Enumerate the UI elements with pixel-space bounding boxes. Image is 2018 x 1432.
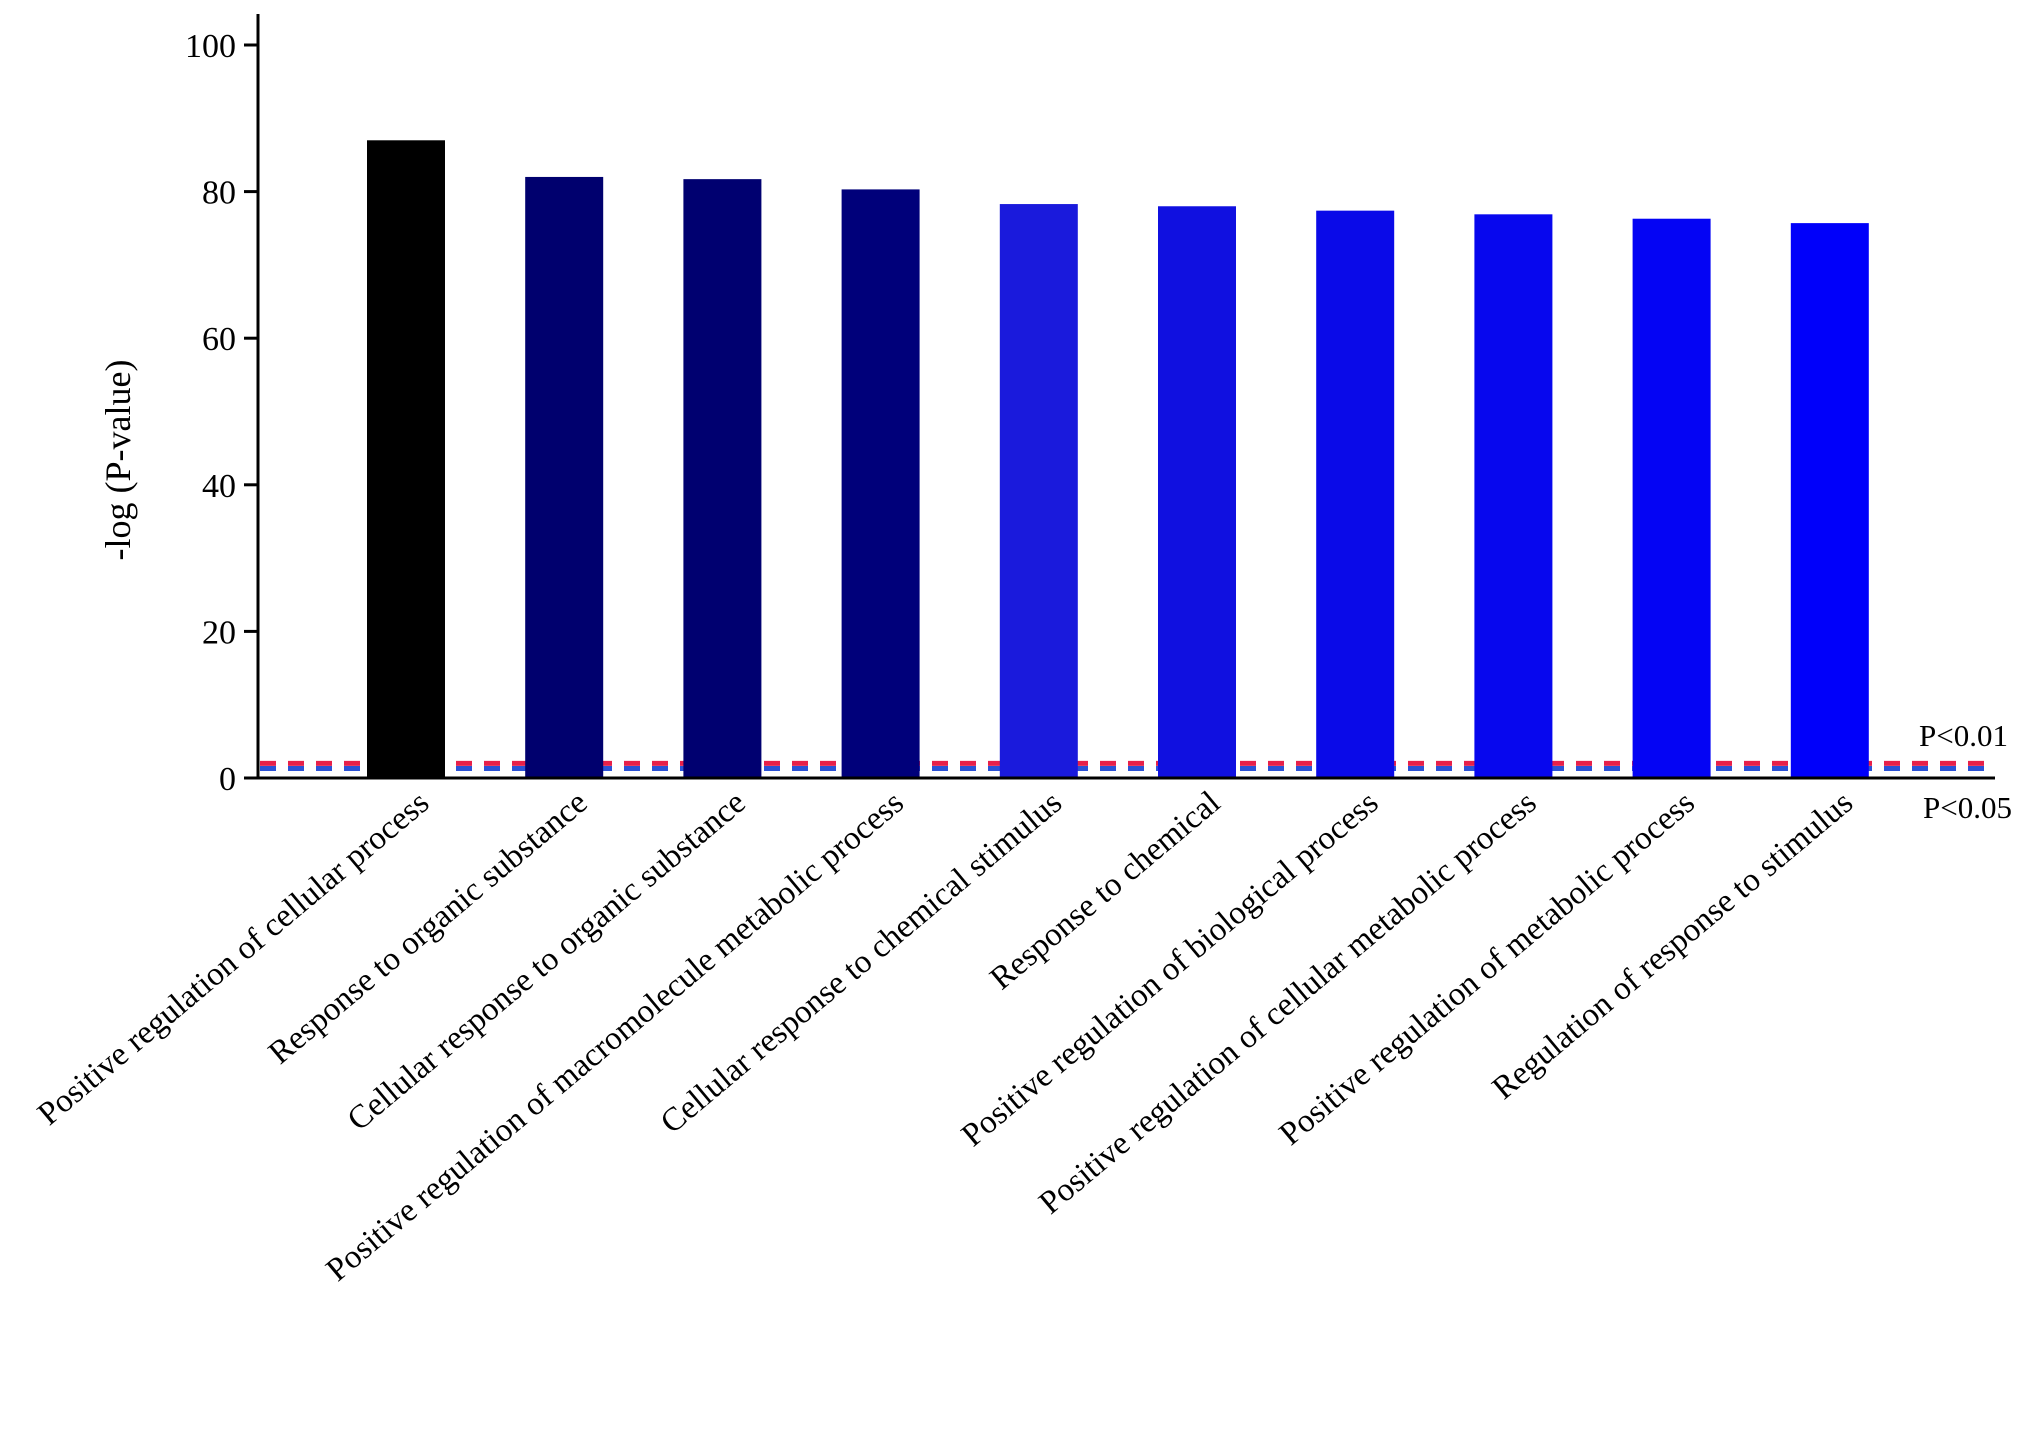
bar [1474, 214, 1553, 778]
threshold-labels: P<0.01 P<0.05 [1919, 718, 2012, 825]
x-tick-labels: Positive regulation of cellular processR… [31, 785, 1860, 1289]
x-tick-label: Positive regulation of macromolecule met… [320, 785, 911, 1289]
y-tick-label: 40 [202, 468, 236, 505]
x-tick-label: Response to organic substance [262, 785, 594, 1072]
bar [1158, 206, 1236, 778]
bar [1790, 223, 1869, 778]
bar [525, 176, 604, 778]
bar [999, 204, 1078, 778]
threshold-label: P<0.01 [1919, 718, 2008, 753]
y-tick-label: 0 [219, 761, 236, 798]
threshold-lines [260, 760, 1995, 771]
bar [841, 189, 920, 778]
threshold-label: P<0.05 [1923, 790, 2012, 825]
bar [1632, 218, 1711, 778]
y-tick-label: 100 [185, 28, 236, 65]
bar [1316, 210, 1395, 778]
bar [367, 140, 445, 779]
bar [683, 179, 762, 778]
y-tick-label: 20 [202, 614, 236, 651]
bars [367, 140, 1869, 779]
y-tick-label: 60 [202, 321, 236, 358]
y-tick-label: 80 [202, 175, 236, 212]
y-ticks: 0 20 40 60 80 100 [185, 28, 258, 798]
y-axis-label: -log (P-value) [98, 360, 138, 561]
